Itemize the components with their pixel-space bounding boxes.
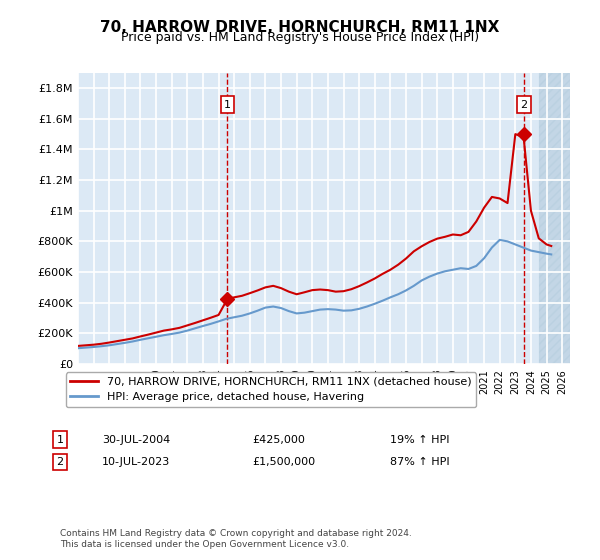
Text: 30-JUL-2004: 30-JUL-2004	[102, 435, 170, 445]
Text: 19% ↑ HPI: 19% ↑ HPI	[390, 435, 449, 445]
Bar	[539, 73, 570, 364]
Bar	[539, 73, 570, 364]
Legend: 70, HARROW DRIVE, HORNCHURCH, RM11 1NX (detached house), HPI: Average price, det: 70, HARROW DRIVE, HORNCHURCH, RM11 1NX (…	[65, 372, 476, 407]
Text: 1: 1	[56, 435, 64, 445]
Bar	[539, 73, 570, 364]
Text: £1,500,000: £1,500,000	[252, 457, 315, 467]
Text: 87% ↑ HPI: 87% ↑ HPI	[390, 457, 449, 467]
Text: 1: 1	[224, 100, 231, 110]
Text: 10-JUL-2023: 10-JUL-2023	[102, 457, 170, 467]
Text: 2: 2	[520, 100, 527, 110]
Text: 70, HARROW DRIVE, HORNCHURCH, RM11 1NX: 70, HARROW DRIVE, HORNCHURCH, RM11 1NX	[100, 20, 500, 35]
Text: Contains HM Land Registry data © Crown copyright and database right 2024.
This d: Contains HM Land Registry data © Crown c…	[60, 529, 412, 549]
Text: 2: 2	[56, 457, 64, 467]
Text: £425,000: £425,000	[252, 435, 305, 445]
Text: Price paid vs. HM Land Registry's House Price Index (HPI): Price paid vs. HM Land Registry's House …	[121, 31, 479, 44]
